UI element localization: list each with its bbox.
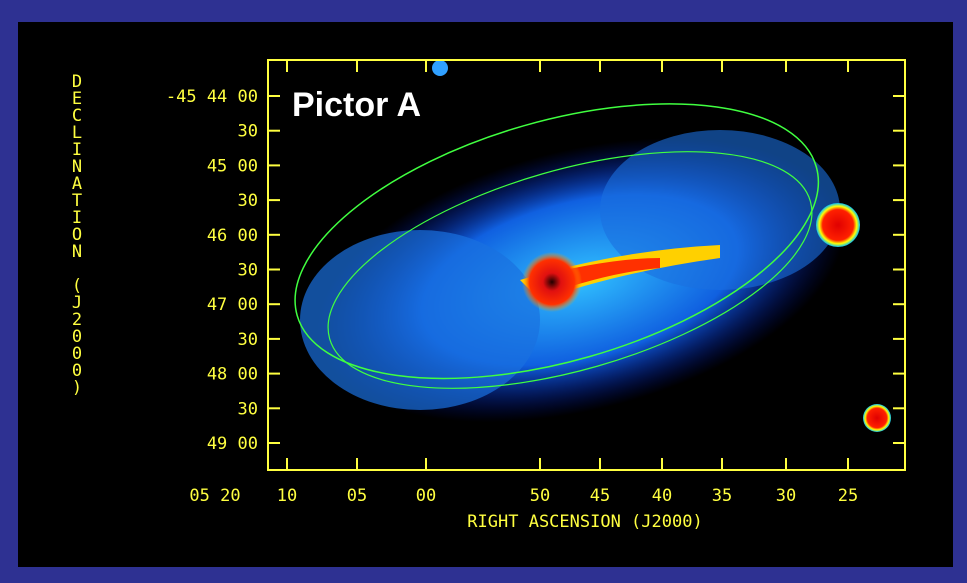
y-tick-label: 30 xyxy=(238,399,258,419)
x-tick-label: 40 xyxy=(652,486,672,506)
x-axis-title: RIGHT ASCENSION (J2000) xyxy=(467,512,702,532)
y-tick-label: 30 xyxy=(238,330,258,350)
y-tick-label: 49 00 xyxy=(207,434,258,454)
y-tick-label: 30 xyxy=(238,122,258,142)
x-tick-label: 25 xyxy=(838,486,858,506)
x-tick-label: 05 20 xyxy=(189,486,240,506)
y-tick-label: -45 44 00 xyxy=(166,87,258,107)
y-tick-label: 48 00 xyxy=(207,365,258,385)
y-tick-label: 30 xyxy=(238,191,258,211)
x-tick-label: 10 xyxy=(277,486,297,506)
y-axis-title: DECLINATION (J2000) xyxy=(67,72,87,395)
y-tick-label: 45 00 xyxy=(207,156,258,176)
x-tick-label: 50 xyxy=(530,486,550,506)
x-tick-label: 30 xyxy=(776,486,796,506)
y-tick-label: 47 00 xyxy=(207,295,258,315)
y-tick-label: 46 00 xyxy=(207,226,258,246)
x-tick-label: 35 xyxy=(712,486,732,506)
x-tick-label: 05 xyxy=(347,486,367,506)
x-tick-label: 45 xyxy=(590,486,610,506)
x-tick-label: 00 xyxy=(416,486,436,506)
object-label: Pictor A xyxy=(292,86,421,124)
y-tick-label: 30 xyxy=(238,261,258,281)
slide: Pictor A DECLINATION (J2000) RIGHT ASCEN… xyxy=(0,0,967,583)
